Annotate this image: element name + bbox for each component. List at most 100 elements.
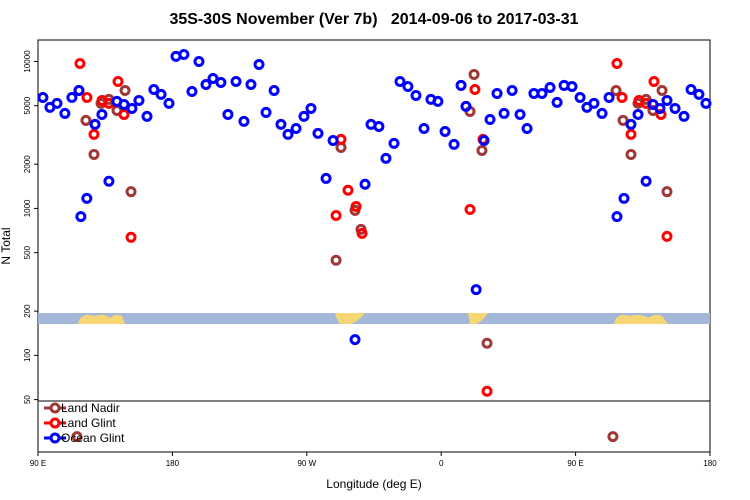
point xyxy=(678,110,690,122)
point xyxy=(88,128,100,140)
point xyxy=(498,107,510,119)
x-tick-label: 180 xyxy=(703,459,717,468)
point xyxy=(616,91,628,103)
x-tick-label: 90 E xyxy=(30,459,46,468)
point xyxy=(74,57,86,69)
point xyxy=(89,118,101,130)
point xyxy=(245,79,257,91)
point xyxy=(588,97,600,109)
point xyxy=(88,148,100,160)
point xyxy=(327,134,339,146)
point xyxy=(163,97,175,109)
point xyxy=(491,87,503,99)
point xyxy=(298,110,310,122)
point xyxy=(460,100,472,112)
point xyxy=(118,98,130,110)
point xyxy=(253,58,265,70)
point xyxy=(320,172,332,184)
series-points xyxy=(37,49,712,346)
point xyxy=(470,284,482,296)
x-tick-label: 0 xyxy=(439,459,444,468)
point xyxy=(118,108,130,120)
land-patch xyxy=(468,313,488,324)
legend-marker xyxy=(49,402,61,414)
point xyxy=(611,57,623,69)
land-patch xyxy=(78,314,125,324)
point xyxy=(75,211,87,223)
point xyxy=(330,254,342,266)
point xyxy=(693,88,705,100)
legend-label: Ocean Glint xyxy=(61,431,125,445)
point xyxy=(238,115,250,127)
point xyxy=(625,128,637,140)
point xyxy=(654,102,666,114)
point xyxy=(661,230,673,242)
chart-title: 35S-30S November (Ver 7b) 2014-09-06 to … xyxy=(169,11,578,28)
point xyxy=(640,175,652,187)
point xyxy=(312,127,324,139)
point xyxy=(290,122,302,134)
y-tick-label: 500 xyxy=(23,245,32,259)
point xyxy=(342,184,354,196)
point xyxy=(59,107,71,119)
point xyxy=(481,385,493,397)
point xyxy=(669,102,681,114)
x-tick-label: 90 W xyxy=(297,459,316,468)
point xyxy=(133,94,145,106)
point xyxy=(625,118,637,130)
y-tick-label: 50 xyxy=(23,395,32,404)
point xyxy=(484,113,496,125)
point xyxy=(410,89,422,101)
point xyxy=(96,108,108,120)
point xyxy=(141,110,153,122)
point xyxy=(476,144,488,156)
point xyxy=(193,55,205,67)
point xyxy=(155,88,167,100)
y-tick-label: 10000 xyxy=(23,50,32,73)
point xyxy=(468,68,480,80)
point xyxy=(81,91,93,103)
point xyxy=(685,83,697,95)
point xyxy=(126,102,138,114)
y-tick-label: 200 xyxy=(23,304,32,318)
point xyxy=(148,83,160,95)
point xyxy=(551,96,563,108)
series-points xyxy=(74,57,673,397)
plot-frame xyxy=(37,39,711,453)
point xyxy=(514,108,526,120)
point xyxy=(439,125,451,137)
y-tick-label: 1000 xyxy=(23,199,32,217)
point xyxy=(73,84,85,96)
series-points xyxy=(71,68,673,443)
point xyxy=(51,97,63,109)
point xyxy=(607,431,619,443)
y-tick-label: 5000 xyxy=(23,96,32,114)
point xyxy=(402,80,414,92)
point xyxy=(478,134,490,146)
point xyxy=(282,128,294,140)
point xyxy=(388,137,400,149)
point xyxy=(464,203,476,215)
point xyxy=(230,75,242,87)
point xyxy=(617,114,629,126)
point xyxy=(656,84,668,96)
point xyxy=(596,107,608,119)
land-patch xyxy=(335,313,365,324)
point xyxy=(356,227,368,239)
point xyxy=(544,82,556,94)
point xyxy=(648,75,660,87)
point xyxy=(71,431,83,443)
point xyxy=(178,49,190,61)
point xyxy=(125,186,137,198)
point xyxy=(655,108,667,120)
x-tick-label: 180 xyxy=(166,459,180,468)
point xyxy=(81,192,93,204)
point xyxy=(373,120,385,132)
land-mask-strip xyxy=(38,313,710,324)
land-patch xyxy=(614,314,668,324)
point xyxy=(448,138,460,150)
point xyxy=(349,334,361,346)
x-tick-label: 90 E xyxy=(567,459,583,468)
